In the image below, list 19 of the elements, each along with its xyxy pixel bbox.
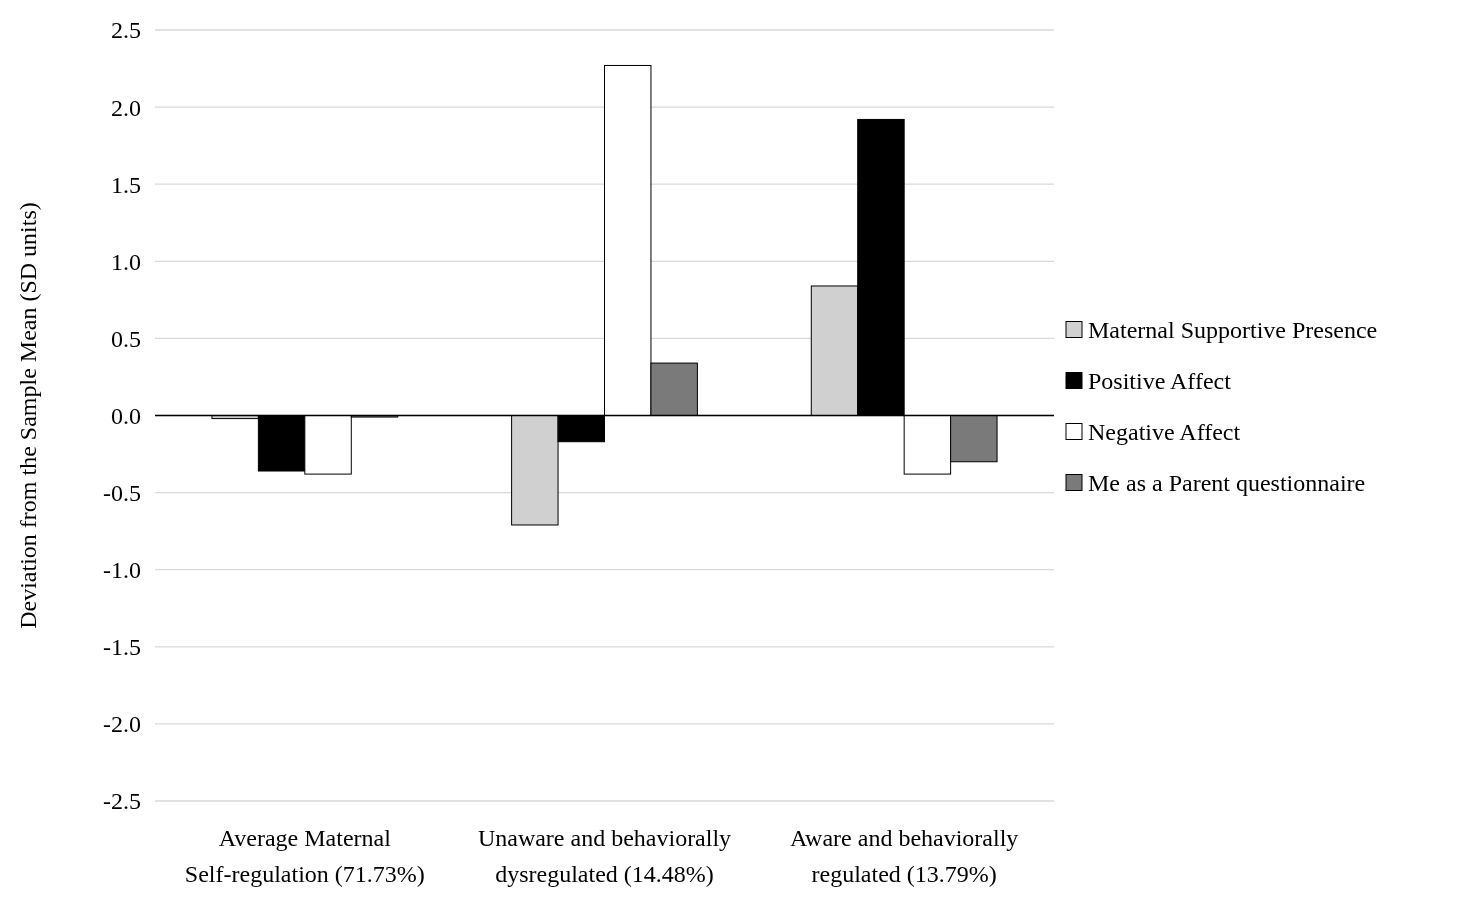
y-tick-label: -0.5	[103, 480, 141, 506]
y-axis-title: Deviation from the Sample Mean (SD units)	[15, 202, 41, 629]
legend-label: Me as a Parent questionnaire	[1088, 469, 1366, 496]
y-tick-label: 2.5	[111, 17, 141, 44]
legend-label: Maternal Supportive Presence	[1088, 316, 1378, 343]
legend-label: Positive Affect	[1088, 367, 1232, 394]
y-tick-label: 1.0	[111, 248, 141, 275]
y-tick-label: 0.0	[111, 402, 141, 429]
x-tick-label: Aware and behaviorally regulated (13.79%)	[789, 825, 1019, 887]
legend-label: Negative Affect	[1088, 418, 1241, 445]
y-tick-label: -2.5	[103, 788, 141, 815]
y-tick-label: -1.0	[103, 557, 141, 584]
y-tick-label: 0.5	[111, 325, 141, 352]
y-tick-label: -1.5	[103, 634, 141, 661]
y-tick-label: -2.0	[103, 711, 141, 738]
x-tick-label: Average Maternal Self-regulation (71.73%)	[184, 825, 425, 887]
x-tick-label: Unaware and behaviorally dysregulated (14.48%)	[477, 825, 732, 887]
y-tick-label: 1.5	[111, 171, 141, 198]
y-tick-label: 2.0	[111, 94, 141, 121]
